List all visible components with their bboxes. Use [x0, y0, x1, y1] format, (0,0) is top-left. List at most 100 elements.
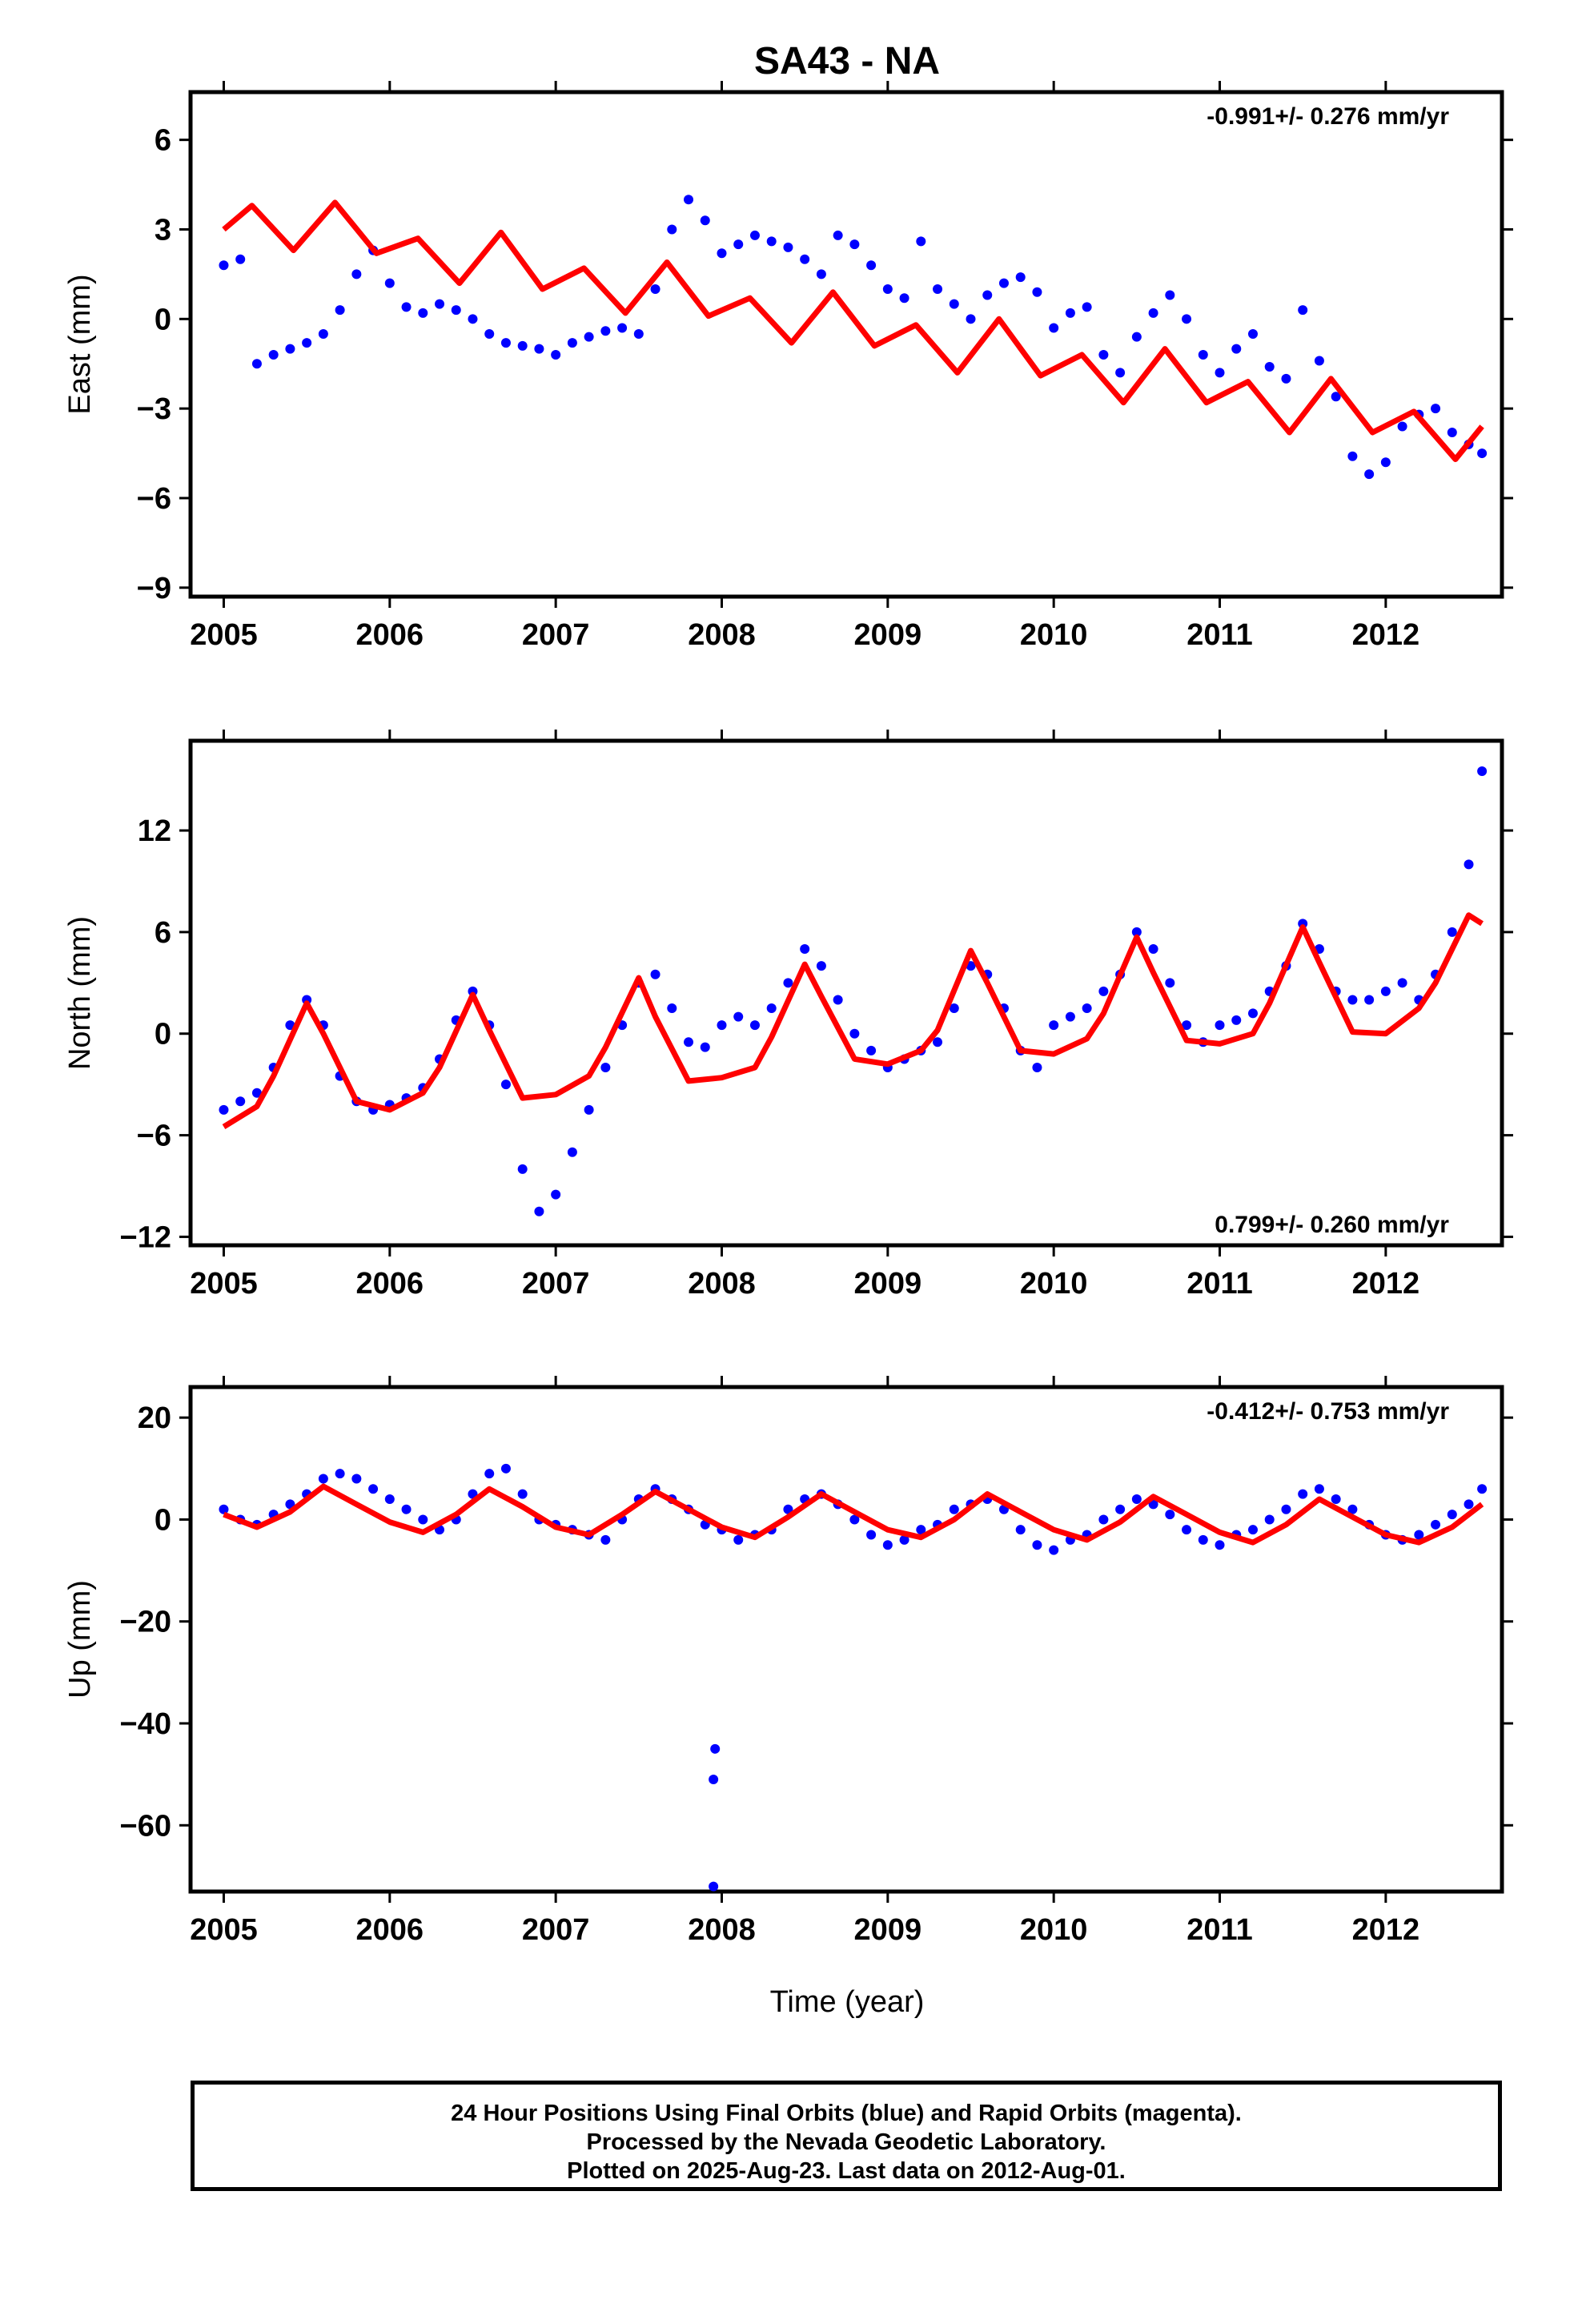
data-point: [1281, 1504, 1291, 1514]
footer-line-3: Plotted on 2025-Aug-23. Last data on 201…: [567, 2158, 1126, 2184]
velocity-label: -0.991+/- 0.276 mm/yr: [1207, 103, 1449, 130]
data-point: [318, 1474, 328, 1484]
data-point: [899, 1534, 909, 1545]
data-point: [1298, 305, 1308, 316]
data-point: [833, 230, 843, 240]
data-point: [351, 1474, 362, 1484]
x-tick-label: 2006: [356, 1913, 424, 1947]
data-point: [1165, 290, 1175, 300]
data-point: [351, 269, 362, 279]
data-point: [600, 1063, 611, 1073]
data-point: [1049, 1545, 1059, 1555]
data-point: [1131, 332, 1142, 342]
footer-line-1: 24 Hour Positions Using Final Orbits (bl…: [451, 2101, 1242, 2126]
footer-caption-box: 24 Hour Positions Using Final Orbits (bl…: [191, 2081, 1502, 2191]
data-point: [500, 1463, 511, 1474]
data-point: [1198, 350, 1208, 360]
y-axis-label: North (mm): [63, 916, 97, 1070]
data-point: [517, 1489, 528, 1499]
data-point: [500, 338, 511, 348]
data-point: [1281, 373, 1291, 384]
x-tick-label: 2007: [522, 1913, 590, 1947]
data-point: [1098, 1514, 1109, 1525]
data-point: [998, 278, 1009, 288]
x-tick-label: 2006: [356, 618, 424, 652]
data-point: [916, 236, 926, 247]
data-point: [833, 995, 843, 1005]
data-point: [484, 1469, 495, 1479]
chart-title: SA43 - NA: [754, 40, 940, 82]
data-point: [1347, 995, 1358, 1005]
data-point: [899, 293, 909, 304]
data-point: [468, 314, 478, 324]
data-point: [1065, 308, 1075, 318]
data-point: [517, 340, 528, 351]
data-point: [800, 254, 810, 264]
data-point: [949, 1504, 959, 1514]
data-point: [783, 978, 793, 988]
data-point: [219, 1104, 229, 1115]
data-point: [1298, 1489, 1308, 1499]
data-point: [418, 1514, 428, 1525]
plot-frame: [188, 1385, 1504, 1894]
data-point: [384, 1494, 395, 1504]
data-point: [551, 350, 561, 360]
data-point: [633, 328, 644, 339]
y-tick-label: 0: [155, 1018, 171, 1051]
data-point: [1182, 1020, 1192, 1031]
model-fit-line: [222, 912, 1484, 1129]
data-point: [1447, 1510, 1457, 1520]
data-point: [1015, 272, 1026, 283]
data-point: [617, 323, 628, 333]
x-tick-label: 2005: [190, 1267, 258, 1301]
x-tick-label: 2011: [1186, 618, 1252, 652]
data-point: [1347, 451, 1358, 461]
y-tick-label: 3: [155, 213, 171, 247]
x-tick-label: 2005: [190, 618, 258, 652]
data-point: [1464, 859, 1474, 870]
data-point: [318, 328, 328, 339]
panel-north: 2005 2006 2007 2008 2009 2010 2011 2012 12 6 0 −6 −1…: [63, 730, 1513, 1301]
data-point: [534, 344, 544, 354]
data-point: [749, 1020, 760, 1031]
data-point: [500, 1080, 511, 1090]
data-point: [1431, 1519, 1441, 1530]
data-point: [1397, 421, 1407, 432]
data-point: [251, 359, 262, 369]
data-point: [733, 1011, 744, 1022]
data-point: [567, 1147, 577, 1157]
data-point: [650, 969, 661, 979]
data-point: [766, 236, 777, 247]
data-point: [1082, 302, 1092, 312]
data-point: [584, 1104, 594, 1115]
x-tick-label: 2012: [1352, 618, 1420, 652]
y-tick-label: 20: [138, 1401, 171, 1435]
data-point: [816, 269, 826, 279]
data-point: [709, 1881, 719, 1892]
data-point: [667, 224, 677, 235]
data-point: [268, 350, 279, 360]
y-axis-label: Up (mm): [63, 1580, 97, 1699]
data-point: [219, 1504, 229, 1514]
y-tick-label: 6: [155, 916, 171, 950]
data-point: [1032, 287, 1042, 297]
plot-frame: [188, 90, 1504, 599]
data-point: [1477, 766, 1488, 777]
data-point: [749, 230, 760, 240]
data-point: [1049, 1020, 1059, 1031]
x-tick-label: 2008: [688, 618, 756, 652]
x-axis-label: Time (year): [770, 1985, 925, 2019]
y-tick-label: −60: [120, 1809, 171, 1843]
data-point: [235, 1096, 246, 1107]
data-point: [1247, 1525, 1258, 1535]
data-point: [1215, 1540, 1225, 1550]
x-tick-label: 2011: [1186, 1913, 1252, 1947]
data-point: [1165, 978, 1175, 988]
x-tick-label: 2008: [688, 1913, 756, 1947]
data-point: [335, 305, 345, 316]
data-point: [235, 254, 246, 264]
data-point: [435, 299, 445, 309]
x-tick-label: 2010: [1020, 1267, 1088, 1301]
data-point: [451, 305, 461, 316]
